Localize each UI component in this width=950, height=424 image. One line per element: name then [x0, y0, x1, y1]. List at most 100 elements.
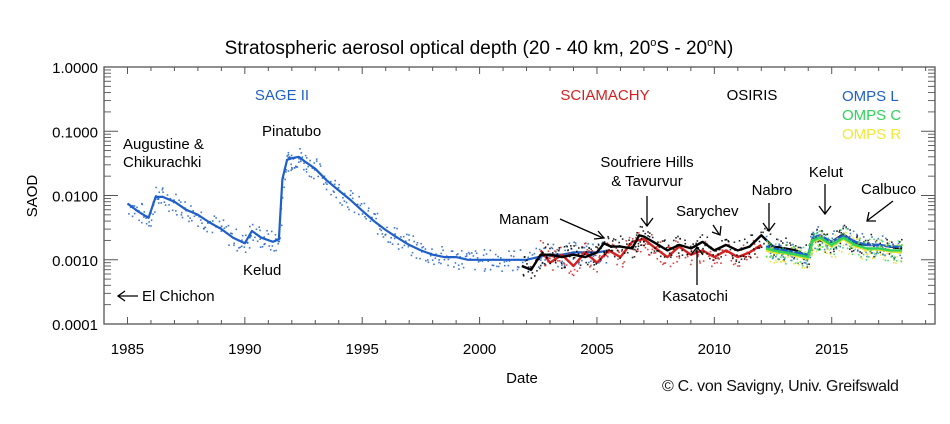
data-point: [611, 240, 614, 242]
data-point: [258, 226, 261, 228]
data-point: [166, 194, 169, 196]
data-point: [206, 230, 208, 233]
data-point: [326, 183, 328, 185]
data-point: [782, 253, 784, 256]
data-point: [584, 242, 587, 244]
data-point: [391, 243, 394, 245]
data-point: [543, 247, 545, 250]
data-point: [635, 249, 637, 252]
data-point: [686, 253, 689, 256]
data-point: [236, 249, 239, 252]
data-point: [556, 248, 559, 251]
data-point: [823, 248, 826, 251]
data-point: [239, 246, 242, 249]
x-tick-label: 1990: [228, 341, 261, 358]
data-point: [431, 248, 433, 250]
data-point: [425, 259, 427, 262]
data-point: [561, 264, 563, 266]
data-point: [639, 250, 642, 253]
data-point: [384, 233, 387, 236]
data-point: [461, 263, 463, 265]
data-point: [859, 251, 861, 253]
data-point: [570, 247, 573, 250]
data-point: [220, 225, 223, 227]
data-point: [835, 246, 838, 249]
chart-title: Stratospheric aerosol optical depth (20 …: [225, 37, 734, 59]
data-point: [308, 175, 311, 178]
data-point: [811, 251, 814, 253]
data-point: [263, 236, 265, 238]
data-point: [712, 253, 715, 256]
data-point: [367, 207, 370, 210]
data-point: [900, 260, 903, 263]
data-point: [267, 233, 270, 235]
data-point: [162, 191, 164, 193]
data-point: [748, 253, 751, 255]
data-point: [771, 246, 774, 249]
data-point: [675, 237, 677, 239]
data-point: [797, 250, 800, 253]
data-point: [628, 239, 630, 242]
data-point: [817, 244, 820, 247]
data-point: [587, 242, 589, 245]
data-point: [180, 213, 183, 216]
data-point: [860, 255, 862, 258]
data-point: [547, 243, 549, 246]
data-point: [845, 227, 848, 230]
data-point: [852, 249, 855, 252]
data-point: [211, 220, 214, 222]
data-point: [731, 257, 734, 260]
data-point: [850, 245, 852, 248]
data-point: [404, 240, 407, 242]
data-point: [708, 255, 710, 258]
data-point: [539, 239, 542, 242]
data-point: [563, 265, 566, 267]
data-point: [634, 246, 637, 248]
data-point: [891, 255, 894, 257]
data-point: [678, 257, 681, 259]
data-point: [438, 261, 440, 264]
data-point: [677, 235, 679, 238]
data-point: [304, 154, 307, 157]
data-point: [631, 240, 634, 243]
data-point: [789, 242, 791, 244]
data-point: [401, 246, 404, 249]
data-point: [882, 258, 885, 261]
data-point: [821, 246, 824, 248]
arrow-kelut-icon: [818, 184, 832, 216]
data-point: [839, 242, 842, 245]
data-point: [605, 251, 608, 253]
data-point: [171, 209, 174, 212]
data-point: [278, 240, 281, 243]
data-point: [472, 255, 475, 257]
data-point: [351, 192, 354, 195]
data-point: [887, 247, 890, 250]
data-point: [544, 264, 547, 267]
data-point: [333, 191, 335, 193]
data-point: [589, 266, 591, 268]
data-point: [856, 233, 858, 236]
data-point: [793, 258, 795, 260]
data-point: [882, 253, 885, 256]
data-point: [542, 242, 545, 244]
data-point: [397, 248, 400, 250]
data-point: [271, 245, 274, 247]
data-point: [325, 188, 328, 191]
data-point: [664, 239, 666, 241]
data-point: [894, 256, 896, 259]
data-point: [468, 253, 471, 255]
data-point: [791, 256, 793, 258]
data-point: [533, 275, 536, 277]
data-point: [796, 248, 798, 250]
data-point: [415, 243, 418, 246]
data-point: [295, 166, 298, 168]
annotation-augustine: Augustine & Chikurachki: [123, 136, 204, 171]
data-point: [656, 250, 658, 252]
data-point: [713, 262, 716, 265]
data-point: [709, 250, 712, 253]
data-point: [665, 246, 668, 249]
data-point: [533, 252, 536, 255]
data-point: [583, 246, 586, 249]
data-point: [307, 165, 309, 168]
data-point: [757, 247, 759, 249]
